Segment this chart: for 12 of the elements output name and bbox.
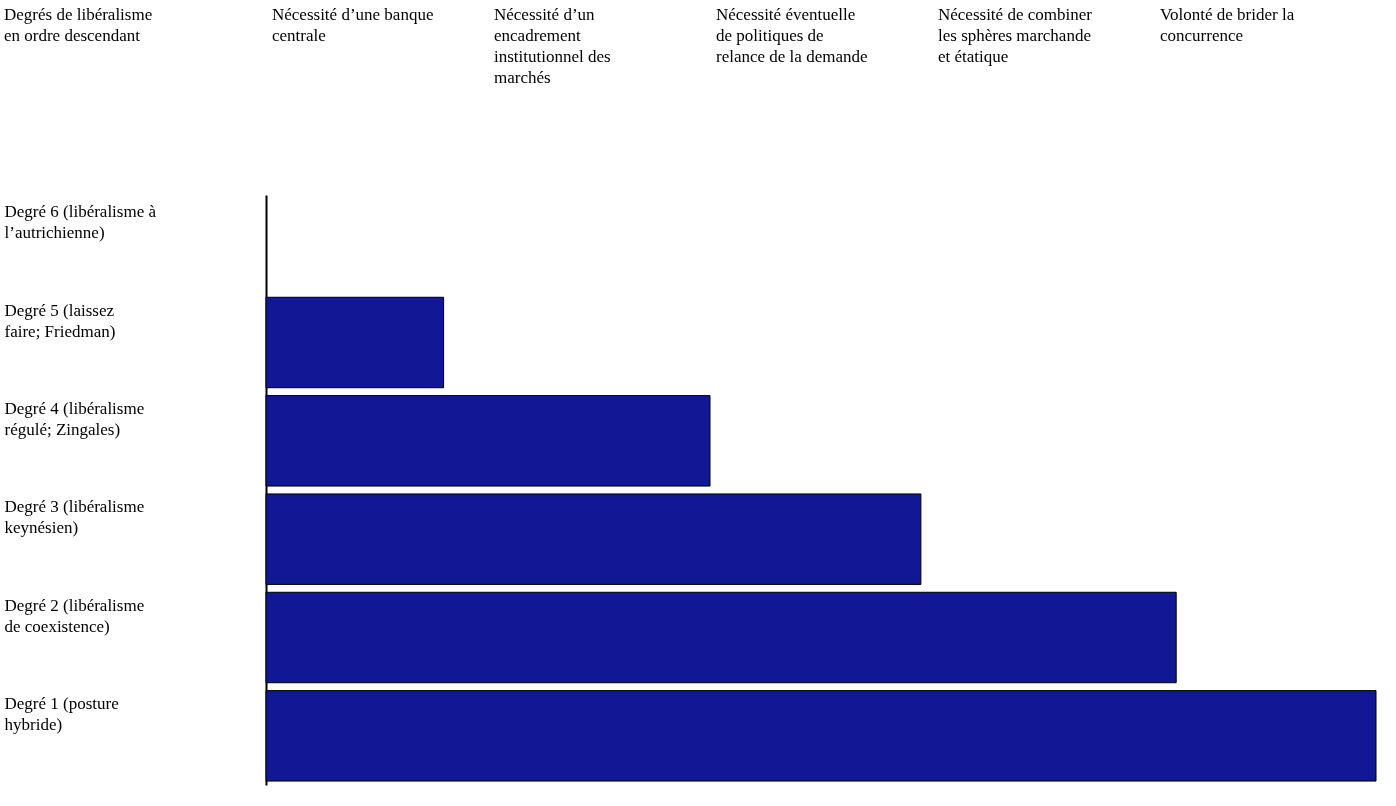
text: Degrés de libéralisme en ordre descendant <box>4 5 153 45</box>
text: Nécessité de combiner les sphères marchande et étatique <box>938 5 1093 66</box>
y-tick-label: Degré 5 (laissez faire; Friedman) <box>4 300 116 341</box>
y-tick-label: Degré 2 (libéralisme de coexistence) <box>4 595 145 636</box>
text: Volonté de brider la concurrence <box>1160 5 1295 45</box>
text: Nécessité d’un encadrement institutionnel des marchés <box>494 5 611 87</box>
y-tick-label: Degré 4 (libéralisme régulé; Zingales) <box>4 398 145 439</box>
y-tick-label: Degré 6 (libéralisme à l’autrichienne) <box>4 202 157 243</box>
text: Nécessité d’une banque centrale <box>272 5 434 45</box>
text: Nécessité éventuelle de politiques de relance de la demande <box>716 5 868 66</box>
y-tick-label: Degré 3 (libéralisme keynésien) <box>4 497 145 538</box>
y-tick-label: Degré 1 (posture hybride) <box>4 693 119 734</box>
